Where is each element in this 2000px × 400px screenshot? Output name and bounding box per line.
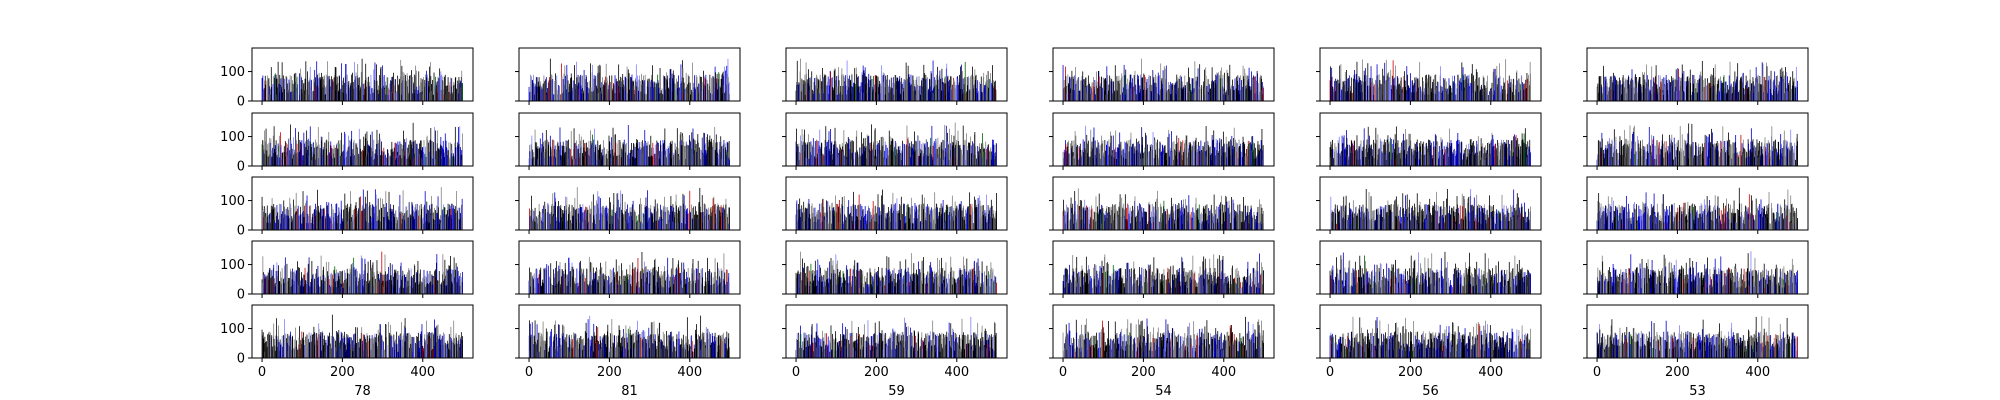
panel-frame [251,304,474,359]
bars [261,58,463,101]
y-tick-label: 0 [237,288,245,303]
y-tick-label: 0 [237,224,245,239]
bars [528,315,730,358]
panel-frame [251,112,474,167]
bars [261,187,463,230]
x-tick-label: 200 [330,365,355,380]
y-tick-label: 100 [220,130,245,145]
panel-r5-c2: 0 200 400 [515,304,741,380]
bars [528,252,730,294]
panel-r1-c1: 0 100 [220,47,474,110]
panel-r2-c3 [782,112,1008,170]
x-tick-label: 0 [525,365,533,380]
panel-frame [518,176,741,231]
x-tick-label: 400 [410,365,435,380]
panel-r1-c3 [782,47,1008,105]
panel-r2-c1: 0 100 [220,112,474,175]
panel-r3-c1: 0 100 [220,176,474,239]
x-tick-label: 200 [597,365,622,380]
y-tick-label: 0 [237,95,245,110]
bars [528,58,730,101]
panel-frame [251,240,474,295]
panel-frame [518,304,741,359]
panel-frame [785,47,1008,102]
panel-frame [251,47,474,102]
panel-r5-c1: 0 100 0 200 400 [220,304,474,380]
panel-frame [251,176,474,231]
x-tick-label: 0 [258,365,266,380]
bars [528,125,730,166]
y-tick-label: 100 [220,65,245,80]
bars [529,187,730,230]
panel-r2-c2 [515,112,741,170]
panel-frame [518,240,741,295]
bars [261,251,463,294]
bars [795,122,997,166]
x-tick-label: 400 [677,365,702,380]
panel-r3-c2 [515,176,741,234]
bars [261,314,463,358]
panel-r1-c2 [515,47,741,105]
column-label: 78 [354,384,371,399]
y-tick-label: 0 [237,160,245,175]
panel-r4-c2 [515,240,741,298]
panel-frame [518,112,741,167]
bars [795,58,997,101]
panel-r4-c1: 0 100 [220,240,474,303]
y-tick-label: 0 [237,352,245,367]
bars [261,122,463,166]
y-tick-label: 100 [220,194,245,209]
panel-frame [518,47,741,102]
y-tick-label: 100 [220,258,245,273]
column-label: 81 [621,384,638,399]
y-tick-label: 100 [220,322,245,337]
